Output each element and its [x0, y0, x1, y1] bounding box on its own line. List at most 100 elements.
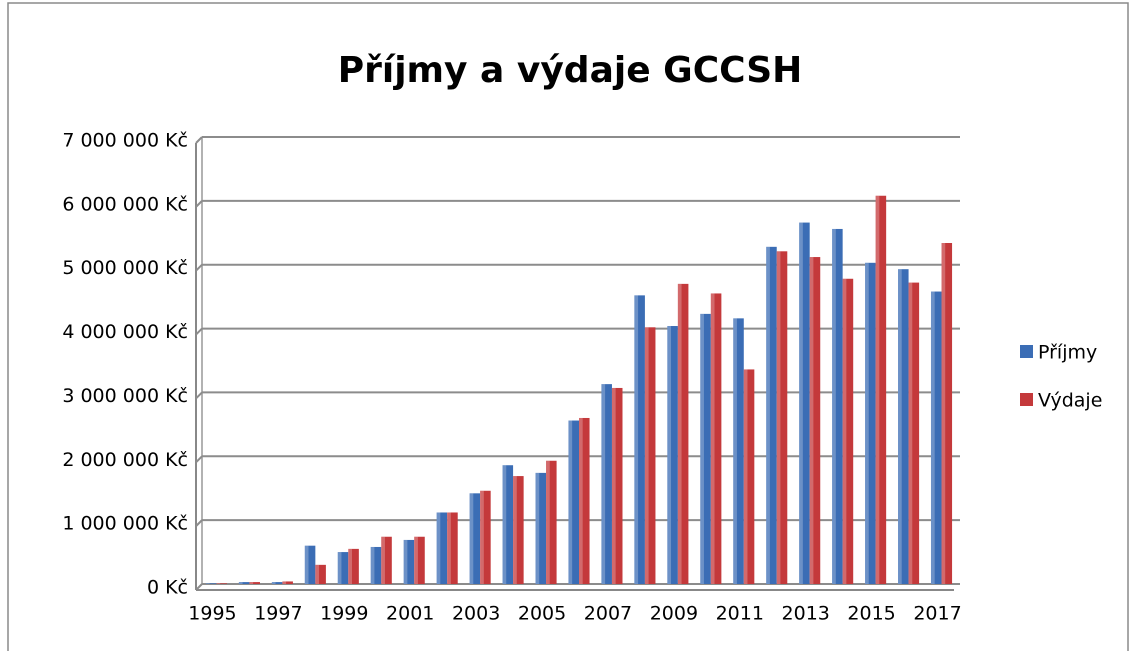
bar [480, 490, 491, 584]
bar [381, 536, 392, 584]
grid-line [195, 327, 203, 336]
x-tick-label: 2001 [386, 603, 434, 625]
bar [370, 546, 382, 584]
bar [875, 195, 887, 584]
x-tick-label: 2013 [782, 603, 830, 625]
y-tick-label: 1 000 000 Kč [62, 513, 188, 535]
bar [348, 548, 359, 584]
bar-highlight [249, 582, 254, 584]
bar-highlight [579, 417, 583, 584]
grid-line [195, 264, 203, 272]
grid-line [195, 455, 203, 463]
bar-highlight [865, 262, 869, 584]
bar-highlight [832, 228, 836, 584]
bar [644, 327, 656, 584]
bar-highlight [238, 582, 243, 584]
bar [842, 278, 854, 584]
bar-highlight [447, 512, 451, 584]
legend-swatch [1020, 345, 1033, 358]
bar-highlight [381, 536, 385, 584]
bar-highlight [809, 257, 814, 584]
x-tick-label: 2017 [913, 603, 961, 625]
legend-swatch [1020, 393, 1033, 406]
bar-highlight [568, 420, 573, 584]
bar [205, 583, 217, 584]
bar [502, 465, 514, 584]
bar [766, 246, 777, 584]
x-tick-label: 1997 [254, 603, 302, 625]
bar [249, 582, 260, 584]
bar-highlight [766, 246, 770, 584]
bar [315, 564, 326, 584]
bar [941, 243, 953, 584]
x-tick-label: 2011 [716, 603, 764, 625]
bar-highlight [513, 476, 517, 584]
bar-highlight [667, 326, 672, 584]
bar-highlight [611, 387, 616, 584]
y-tick-label: 0 Kč [147, 577, 188, 599]
bar-highlight [436, 512, 441, 584]
bar-highlight [282, 581, 287, 584]
bar [611, 387, 623, 584]
bar-highlight [315, 564, 320, 584]
bar [908, 282, 920, 584]
bar-highlight [700, 313, 704, 584]
bar-highlight [776, 251, 781, 584]
legend-label: Výdaje [1038, 390, 1102, 412]
y-tick-label: 5 000 000 Kč [62, 257, 188, 279]
y-tick-label: 6 000 000 Kč [62, 193, 188, 215]
bar-highlight [842, 278, 847, 584]
bar [513, 476, 524, 584]
bar-highlight [875, 195, 880, 584]
bar [710, 293, 722, 584]
bar-highlight [601, 384, 606, 584]
x-tick-label: 2003 [452, 603, 500, 625]
bar [568, 420, 579, 584]
bar-highlight [205, 583, 210, 584]
x-tick-label: 2009 [650, 603, 698, 625]
x-tick-label: 2007 [584, 603, 632, 625]
bar-highlight [348, 548, 352, 584]
bar [579, 417, 590, 584]
bar-highlight [480, 490, 484, 584]
bar-highlight [908, 282, 913, 584]
bar-highlight [710, 293, 715, 584]
bar [414, 536, 425, 584]
bar [634, 295, 645, 584]
x-tick-label: 1995 [188, 603, 236, 625]
bar-highlight [304, 545, 309, 584]
bar [865, 262, 876, 584]
bar-highlight [337, 552, 342, 584]
bar [304, 545, 316, 584]
bar-highlight [403, 539, 408, 584]
x-tick-label: 2015 [847, 603, 895, 625]
bar [832, 228, 843, 584]
bar-highlight [941, 243, 946, 584]
bar-highlight [370, 546, 375, 584]
bar [447, 512, 458, 584]
bar [898, 269, 909, 584]
bar-highlight [644, 327, 649, 584]
bar-highlight [634, 295, 639, 584]
bar [238, 582, 250, 584]
bar-highlight [216, 583, 221, 584]
bar-highlight [930, 291, 935, 584]
grid-line [195, 519, 203, 527]
y-tick-label: 7 000 000 Kč [62, 130, 188, 152]
bar [271, 582, 283, 584]
bar-highlight [546, 460, 550, 584]
x-tick-label: 1999 [320, 603, 368, 625]
grid-line [195, 391, 203, 400]
bar-highlight [414, 536, 418, 584]
bar [436, 512, 448, 584]
bar [667, 326, 678, 584]
x-tick-label: 2005 [518, 603, 566, 625]
bar-highlight [469, 493, 474, 584]
bar [733, 318, 744, 584]
bar [677, 283, 689, 584]
bar [469, 493, 481, 584]
y-tick-label: 2 000 000 Kč [62, 449, 188, 471]
bar [809, 257, 821, 584]
bar-highlight [535, 472, 540, 584]
